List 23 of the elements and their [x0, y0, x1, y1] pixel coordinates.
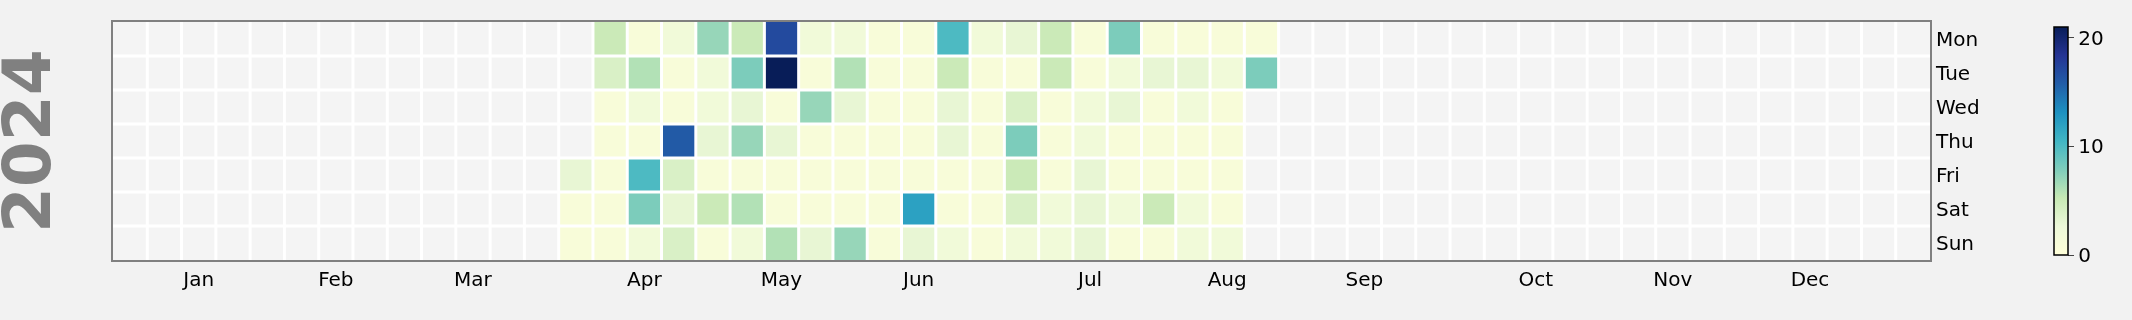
x-tick-label: Feb [318, 267, 354, 291]
y-tick-label: Tue [1935, 61, 1971, 85]
y-tick-label: Thu [1935, 129, 1974, 153]
y-tick-label: Wed [1936, 95, 1980, 119]
x-tick-label: Jun [901, 267, 935, 291]
x-tick-label: Oct [1518, 267, 1554, 291]
y-tick-label: Sat [1936, 197, 1969, 221]
color-bar-label: 10 [2078, 134, 2104, 159]
color-bar-label: 20 [2078, 25, 2104, 50]
x-tick-label: Apr [627, 267, 663, 291]
x-tick-label: Mar [454, 267, 493, 291]
x-tick-label: Jan [181, 267, 215, 291]
x-tick-label: Sep [1345, 267, 1384, 291]
x-tick-label: Dec [1790, 267, 1830, 291]
x-tick-label: Aug [1207, 267, 1247, 291]
y-tick-label: Mon [1936, 27, 1979, 51]
y-tick-label: Sun [1936, 231, 1975, 255]
x-tick-label: May [760, 267, 803, 291]
color-bar-label: 0 [2078, 243, 2091, 267]
y-axis-title: 2024 [0, 49, 67, 234]
x-tick-label: Nov [1653, 267, 1693, 291]
x-tick-label: Jul [1076, 267, 1103, 291]
y-tick-label: Fri [1936, 163, 1960, 187]
